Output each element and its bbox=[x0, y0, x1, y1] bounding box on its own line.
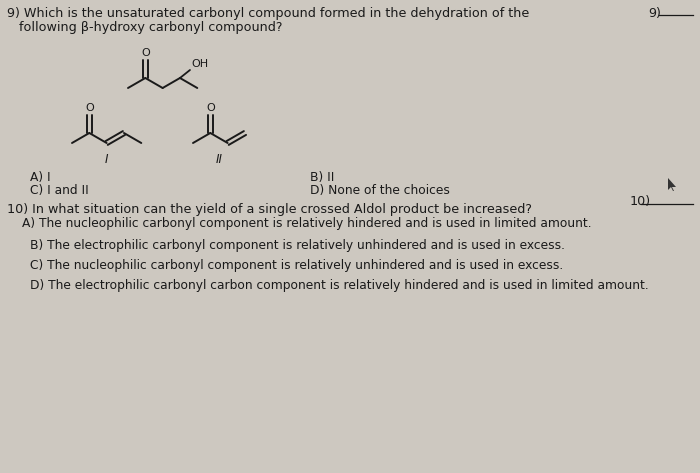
Polygon shape bbox=[668, 178, 676, 191]
Text: O: O bbox=[85, 103, 94, 113]
Text: OH: OH bbox=[191, 59, 208, 69]
Text: following β-hydroxy carbonyl compound?: following β-hydroxy carbonyl compound? bbox=[7, 21, 283, 34]
Text: A) The nucleophilic carbonyl component is relatively hindered and is used in lim: A) The nucleophilic carbonyl component i… bbox=[22, 217, 592, 230]
Text: A) I: A) I bbox=[30, 171, 50, 184]
Text: 9): 9) bbox=[648, 7, 661, 20]
Text: B) II: B) II bbox=[310, 171, 335, 184]
Text: B) The electrophilic carbonyl component is relatively unhindered and is used in : B) The electrophilic carbonyl component … bbox=[30, 239, 565, 252]
Text: D) The electrophilic carbonyl carbon component is relatively hindered and is use: D) The electrophilic carbonyl carbon com… bbox=[30, 279, 649, 292]
Text: II: II bbox=[216, 153, 223, 166]
Text: C) The nucleophilic carbonyl component is relatively unhindered and is used in e: C) The nucleophilic carbonyl component i… bbox=[30, 259, 564, 272]
Text: O: O bbox=[141, 48, 150, 58]
Text: O: O bbox=[206, 103, 215, 113]
Text: C) I and II: C) I and II bbox=[30, 184, 89, 197]
Text: I: I bbox=[105, 153, 108, 166]
Text: 9) Which is the unsaturated carbonyl compound formed in the dehydration of the: 9) Which is the unsaturated carbonyl com… bbox=[7, 7, 529, 20]
Text: D) None of the choices: D) None of the choices bbox=[310, 184, 450, 197]
Text: 10) In what situation can the yield of a single crossed Aldol product be increas: 10) In what situation can the yield of a… bbox=[7, 203, 532, 216]
Text: 10): 10) bbox=[630, 195, 651, 208]
